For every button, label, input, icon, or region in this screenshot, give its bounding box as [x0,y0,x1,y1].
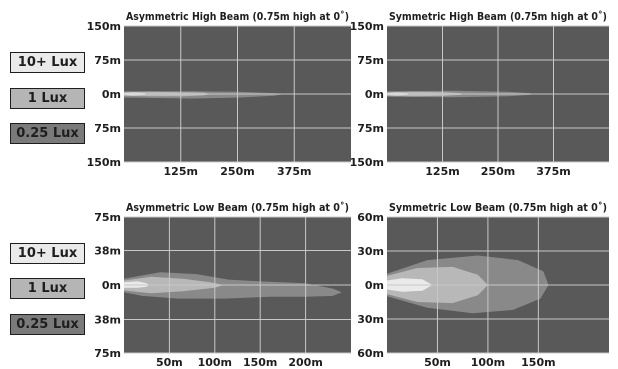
legend-025-lux: 0.25 Lux [10,123,85,144]
x-tick-label: 125m [425,165,459,178]
chart-title: Symmetric High Beam (0.75m high at 0˚) [389,11,607,23]
legend-10-lux: 10+ Lux [10,243,85,264]
y-tick-label: 75m [94,211,121,224]
y-tick-label: 0m [365,279,384,292]
y-tick-label: 75m [94,122,121,135]
y-tick-label: 30m [357,245,384,258]
y-tick-label: 150m [87,20,121,33]
x-tick-label: 375m [277,165,311,178]
x-tick-label: 100m [471,356,505,369]
x-tick-label: 200m [288,356,322,369]
chart-title: Asymmetric Low Beam (0.75m high at 0˚) [126,202,349,214]
legend-1-lux: 1 Lux [10,88,85,109]
y-tick-label: 150m [350,156,384,169]
chart-panel: Asymmetric High Beam (0.75m high at 0˚) 1… [87,11,351,178]
y-tick-label: 0m [365,88,384,101]
y-tick-label: 60m [357,211,384,224]
legend-1-lux: 1 Lux [10,278,85,299]
y-tick-label: 75m [357,122,384,135]
x-tick-label: 50m [424,356,451,369]
y-tick-label: 0m [102,88,121,101]
y-tick-label: 75m [94,347,121,360]
y-tick-label: 75m [94,54,121,67]
chart-title: Asymmetric High Beam (0.75m high at 0˚) [126,11,349,23]
x-tick-label: 375m [536,165,570,178]
y-tick-label: 38m [94,245,121,258]
y-tick-label: 60m [357,347,384,360]
chart-title: Symmetric Low Beam (0.75m high at 0˚) [389,202,607,214]
y-tick-label: 30m [357,313,384,326]
y-tick-label: 150m [87,156,121,169]
x-tick-label: 100m [198,356,232,369]
x-tick-label: 250m [220,165,254,178]
x-tick-label: 125m [164,165,198,178]
y-tick-label: 0m [102,279,121,292]
x-tick-label: 50m [156,356,183,369]
legend-10-lux: 10+ Lux [10,52,85,73]
y-tick-label: 38m [94,313,121,326]
chart-panel: Symmetric Low Beam (0.75m high at 0˚) 50m… [357,202,609,369]
chart-panel: Symmetric High Beam (0.75m high at 0˚) 12… [350,11,609,178]
x-tick-label: 250m [481,165,515,178]
y-tick-label: 75m [357,54,384,67]
y-tick-label: 150m [350,20,384,33]
chart-panel: Asymmetric Low Beam (0.75m high at 0˚) 50… [94,202,351,369]
x-tick-label: 150m [521,356,555,369]
legend-025-lux: 0.25 Lux [10,314,85,335]
x-tick-label: 150m [243,356,277,369]
